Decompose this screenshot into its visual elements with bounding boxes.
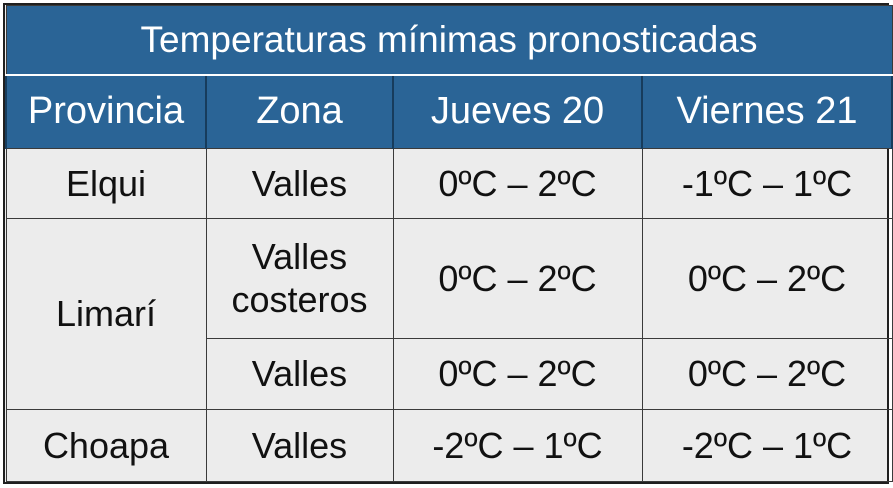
header-zona: Zona — [205, 74, 394, 149]
cell-provincia: Choapa — [5, 409, 207, 482]
table-row: Valles 0ºC – 2ºC 0ºC – 2ºC — [6, 337, 893, 411]
cell-zona-line1: Valles — [251, 235, 348, 277]
header-provincia: Provincia — [5, 74, 207, 149]
header-viernes: Viernes 21 — [641, 74, 893, 149]
cell-jueves: 0ºC – 2ºC — [392, 217, 643, 339]
cell-zona: Valles — [205, 337, 394, 411]
cell-zona-line2: costeros — [231, 279, 368, 321]
cell-provincia: Limarí — [5, 217, 207, 411]
forecast-table-frame: Temperaturas mínimas pronosticadas Provi… — [3, 3, 893, 484]
cell-jueves: -2ºC – 1ºC — [392, 409, 643, 482]
cell-viernes: 0ºC – 2ºC — [641, 337, 893, 411]
cell-zona: Valles — [205, 409, 394, 482]
forecast-table: Temperaturas mínimas pronosticadas Provi… — [5, 5, 893, 482]
header-jueves: Jueves 20 — [392, 74, 643, 149]
cell-jueves: 0ºC – 2ºC — [392, 148, 643, 219]
cell-viernes: -1ºC – 1ºC — [641, 148, 893, 219]
cell-jueves: 0ºC – 2ºC — [392, 337, 643, 411]
table-row: Limarí Valles costeros 0ºC – 2ºC 0ºC – 2… — [5, 217, 893, 411]
cell-viernes: 0ºC – 2ºC — [641, 217, 893, 339]
cell-provincia: Elqui — [5, 148, 207, 219]
table-title: Temperaturas mínimas pronosticadas — [5, 5, 893, 76]
table-row: Choapa Valles -2ºC – 1ºC -2ºC – 1ºC — [5, 409, 893, 482]
cell-viernes: -2ºC – 1ºC — [641, 409, 893, 482]
cell-zona: Valles costeros — [205, 217, 394, 339]
table-row: Elqui Valles 0ºC – 2ºC -1ºC – 1ºC — [5, 148, 893, 219]
cell-zona: Valles — [205, 148, 394, 219]
